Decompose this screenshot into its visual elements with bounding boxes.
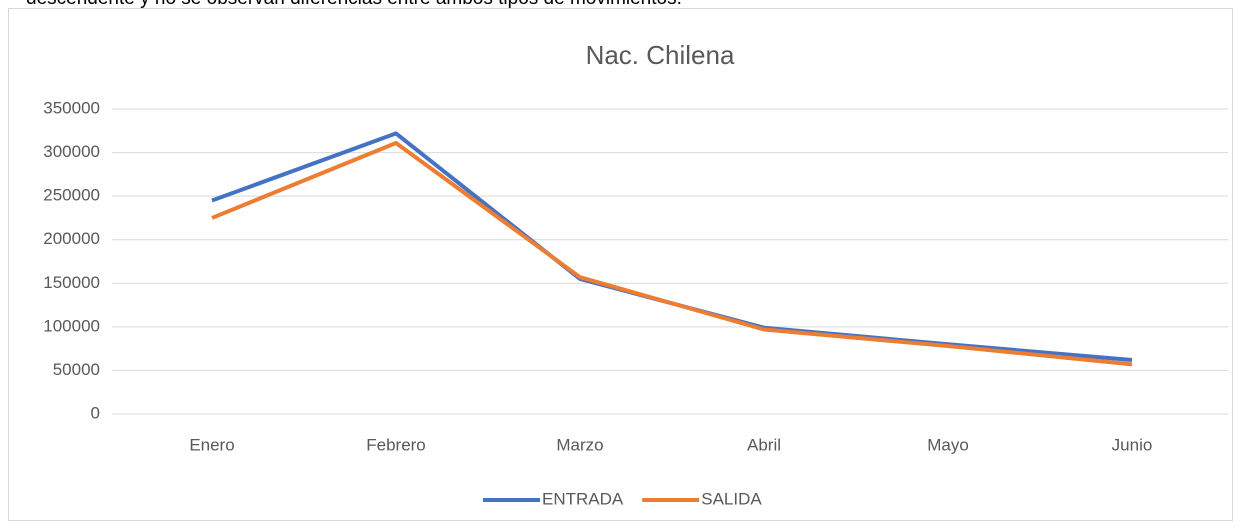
- chart-title: Nac. Chilena: [586, 40, 735, 70]
- x-tick-label: Marzo: [556, 435, 603, 454]
- legend-label: ENTRADA: [542, 489, 624, 508]
- text-above: descendente y no se observan diferencias…: [26, 0, 682, 9]
- x-tick-label: Mayo: [927, 435, 969, 454]
- y-tick-label: 150000: [43, 273, 100, 292]
- series-line: [211, 140, 1133, 367]
- y-tick-label: 300000: [43, 142, 100, 161]
- y-tick-label: 100000: [43, 316, 100, 335]
- chart-frame: [8, 8, 1233, 521]
- y-tick-label: 0: [91, 403, 100, 422]
- y-tick-label: 50000: [53, 360, 100, 379]
- x-tick-label: Febrero: [366, 435, 426, 454]
- y-tick-label: 200000: [43, 229, 100, 248]
- y-tick-label: 350000: [43, 98, 100, 117]
- y-tick-label: 250000: [43, 186, 100, 205]
- x-tick-label: Junio: [1112, 435, 1153, 454]
- x-tick-label: Abril: [747, 435, 781, 454]
- x-tick-label: Enero: [189, 435, 234, 454]
- legend-label: SALIDA: [701, 489, 762, 508]
